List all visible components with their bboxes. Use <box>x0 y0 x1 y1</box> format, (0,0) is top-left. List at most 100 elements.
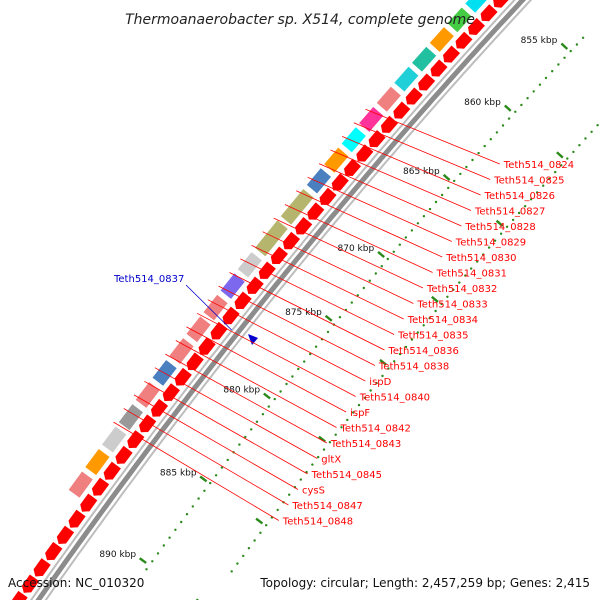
forward-gene-arrow[interactable] <box>479 3 499 22</box>
reverse-gene-block[interactable] <box>254 219 289 258</box>
grid-dot <box>381 374 384 378</box>
grid-dot <box>250 428 253 431</box>
reverse-gene-block[interactable] <box>393 65 420 93</box>
forward-gene-arrow[interactable] <box>150 397 169 418</box>
highlight-leader-line <box>185 284 232 331</box>
gene-label[interactable]: Teth514_0829 <box>455 238 526 249</box>
forward-gene-arrow[interactable] <box>258 260 277 280</box>
reverse-gene-block[interactable] <box>185 315 212 343</box>
gene-label[interactable]: Teth514_0840 <box>359 393 430 404</box>
gene-label[interactable]: ispF <box>350 408 370 419</box>
gene-label[interactable]: Teth514_0843 <box>330 439 401 450</box>
reverse-gene-block[interactable] <box>279 188 315 226</box>
reverse-gene-block[interactable] <box>411 45 438 73</box>
forward-gene-arrow[interactable] <box>102 460 122 481</box>
scale-tick <box>442 173 451 181</box>
forward-gene-arrow[interactable] <box>138 413 158 433</box>
grid-dot <box>338 316 342 319</box>
forward-gene-arrow[interactable] <box>44 541 64 561</box>
forward-gene-arrow[interactable] <box>197 336 217 356</box>
reverse-gene-block[interactable] <box>375 85 402 113</box>
grid-dot <box>185 513 189 516</box>
gene-label[interactable]: Teth514_0842 <box>340 424 411 435</box>
forward-gene-arrow[interactable] <box>282 230 301 250</box>
gene-label[interactable]: gltX <box>321 455 341 466</box>
forward-gene-arrow[interactable] <box>126 429 146 449</box>
highlight-gene-label[interactable]: Teth514_0837 <box>113 274 184 285</box>
forward-gene-arrow[interactable] <box>331 172 350 192</box>
gene-label[interactable]: Teth514_0832 <box>426 284 497 295</box>
forward-gene-arrow[interactable] <box>10 590 29 600</box>
forward-gene-arrow[interactable] <box>343 157 362 177</box>
forward-gene-arrow[interactable] <box>270 245 289 265</box>
forward-gene-arrow[interactable] <box>392 100 412 120</box>
gene-label[interactable]: ispD <box>369 377 391 388</box>
forward-gene-arrow[interactable] <box>56 524 75 545</box>
forward-gene-arrow[interactable] <box>405 86 424 106</box>
gene-label[interactable]: Teth514_0828 <box>464 222 535 233</box>
gene-label[interactable]: Teth514_0848 <box>282 517 353 528</box>
gene-label[interactable]: Teth514_0824 <box>503 160 574 171</box>
forward-gene-arrow[interactable] <box>429 58 449 78</box>
gene-label[interactable]: Teth514_0838 <box>378 362 449 373</box>
forward-gene-arrow[interactable] <box>417 72 437 92</box>
gene-label[interactable]: Teth514_0827 <box>474 207 545 218</box>
grid-dot <box>434 200 438 204</box>
forward-gene-arrow[interactable] <box>442 44 461 64</box>
grid-dot <box>477 151 480 155</box>
forward-gene-arrow[interactable] <box>454 30 474 50</box>
gene-label[interactable]: Teth514_0847 <box>291 501 362 512</box>
reverse-gene-block[interactable] <box>84 448 111 476</box>
reverse-gene-block[interactable] <box>134 381 161 409</box>
forward-gene-arrow[interactable] <box>221 305 241 325</box>
highlight-gene-marker[interactable] <box>248 334 258 345</box>
reverse-gene-block[interactable] <box>117 403 144 432</box>
forward-gene-arrow[interactable] <box>91 476 111 497</box>
reverse-gene-block[interactable] <box>67 470 94 499</box>
reverse-gene-block[interactable] <box>323 146 350 174</box>
forward-gene-arrow[interactable] <box>67 508 87 529</box>
forward-gene-arrow[interactable] <box>355 143 375 163</box>
reverse-gene-block[interactable] <box>358 106 385 133</box>
gene-label[interactable]: Teth514_0831 <box>436 269 507 280</box>
forward-gene-arrow[interactable] <box>79 492 99 513</box>
grid-dot <box>560 164 563 167</box>
forward-gene-arrow[interactable] <box>209 320 229 341</box>
gene-label[interactable]: Teth514_0836 <box>388 346 459 357</box>
gene-label[interactable]: Teth514_0834 <box>407 315 478 326</box>
scale-tick <box>431 295 439 303</box>
grid-dot <box>299 478 302 481</box>
reverse-gene-block[interactable] <box>428 26 455 53</box>
forward-gene-arrow[interactable] <box>114 444 134 465</box>
forward-gene-arrow[interactable] <box>233 290 253 310</box>
forward-gene-arrow[interactable] <box>492 0 511 9</box>
gene-label[interactable]: Teth514_0826 <box>484 191 555 202</box>
reverse-gene-block[interactable] <box>236 251 263 279</box>
gene-label[interactable]: Teth514_0825 <box>493 176 564 187</box>
grid-dot <box>446 295 449 298</box>
forward-gene-arrow[interactable] <box>21 573 41 594</box>
forward-gene-arrow[interactable] <box>306 201 326 221</box>
forward-gene-arrow[interactable] <box>380 114 399 134</box>
reverse-gene-block[interactable] <box>464 0 490 14</box>
gene-label[interactable]: cysS <box>302 486 325 497</box>
forward-gene-arrow[interactable] <box>467 17 486 36</box>
reverse-gene-block[interactable] <box>219 272 246 300</box>
grid-dot <box>495 131 499 134</box>
forward-gene-arrow[interactable] <box>32 557 52 578</box>
gene-label[interactable]: Teth514_0830 <box>445 253 516 264</box>
grid-dot <box>162 544 165 547</box>
reverse-gene-block[interactable] <box>202 293 229 322</box>
reverse-gene-block[interactable] <box>340 126 367 154</box>
forward-gene-arrow[interactable] <box>185 351 205 371</box>
gene-label[interactable]: Teth514_0845 <box>311 470 382 481</box>
grid-dot <box>489 138 492 141</box>
gene-label[interactable]: Teth514_0833 <box>416 300 487 311</box>
reverse-gene-block[interactable] <box>168 337 195 365</box>
scale-label: 875 kbp <box>285 308 322 318</box>
reverse-gene-block[interactable] <box>305 167 332 195</box>
gene-label[interactable]: Teth514_0835 <box>397 331 468 342</box>
forward-gene-arrow[interactable] <box>162 382 181 402</box>
reverse-gene-block[interactable] <box>101 425 128 454</box>
reverse-gene-block[interactable] <box>446 6 473 34</box>
